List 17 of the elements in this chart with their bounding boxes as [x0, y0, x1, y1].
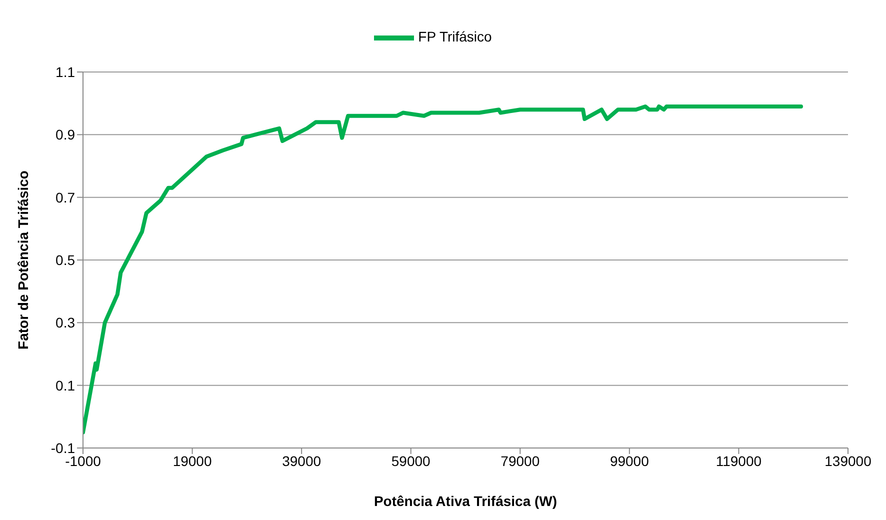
x-tick-label: 119000 [716, 452, 762, 469]
x-axis-title: Potência Ativa Trifásica (W) [374, 493, 558, 509]
y-tick-label: 0.3 [56, 314, 76, 331]
line-series [83, 104, 804, 434]
x-tick-label: 39000 [282, 452, 322, 469]
y-tick-label: 1.1 [56, 64, 76, 80]
y-tick-label: 0.5 [56, 252, 76, 268]
y-tick-label: 0.9 [56, 126, 76, 143]
x-tick-label: 139000 [824, 452, 872, 469]
x-tick-label: 99000 [610, 452, 650, 469]
x-tick-label: 19000 [172, 452, 212, 469]
x-tick-label: 59000 [391, 452, 431, 469]
x-tick-label: 79000 [500, 452, 540, 469]
y-tick-label: 0.7 [56, 189, 76, 206]
legend-label: FP Trifásico [418, 28, 492, 45]
y-tick-label: 0.1 [56, 377, 76, 394]
y-axis-title: Fator de Potência Trifásico [14, 170, 31, 350]
